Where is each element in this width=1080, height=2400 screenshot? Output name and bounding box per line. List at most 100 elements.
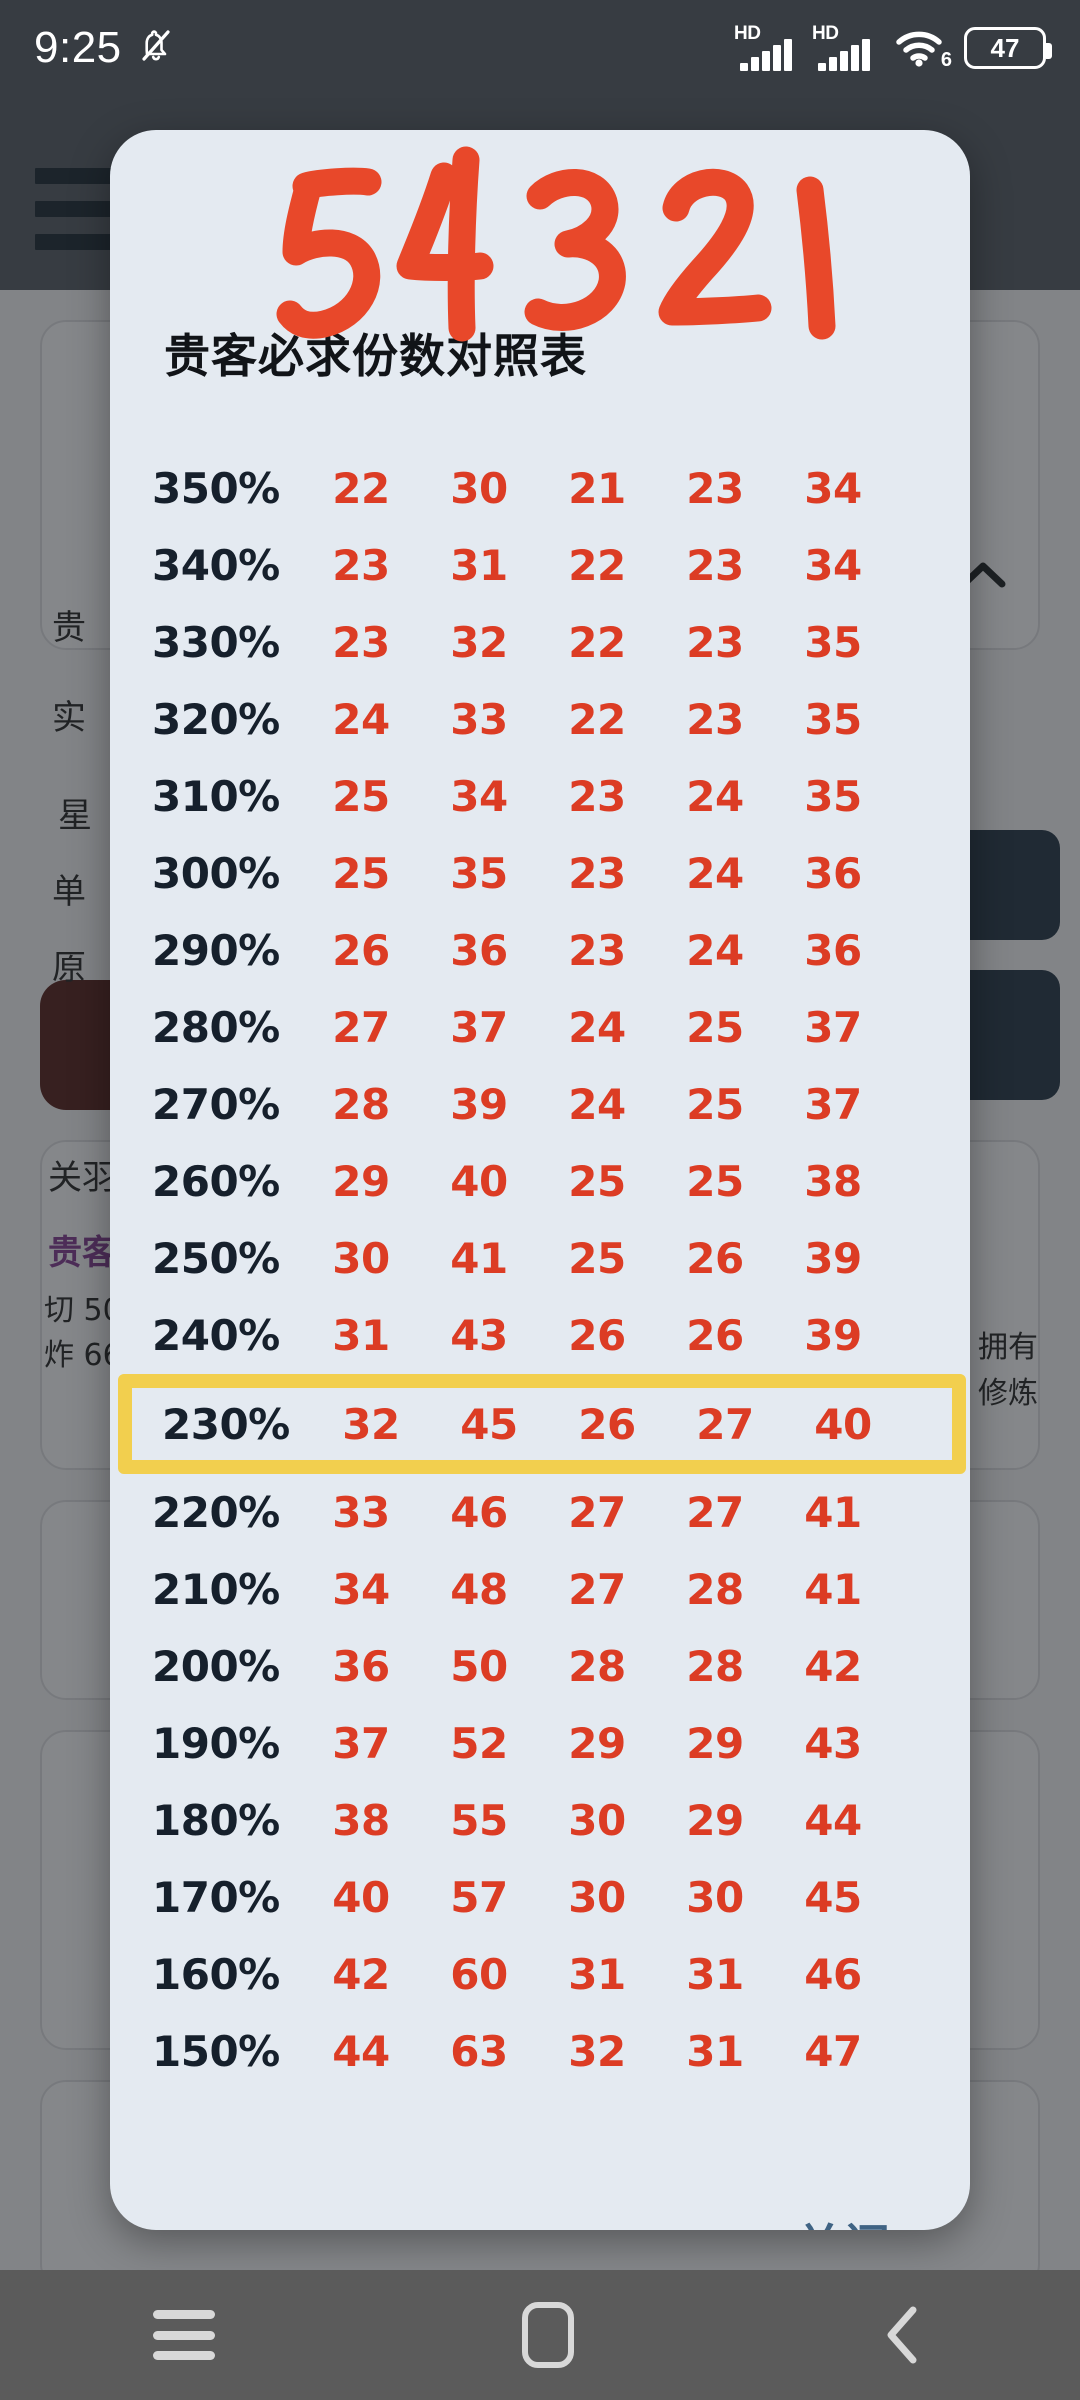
row-value: 21 — [568, 464, 626, 513]
recents-icon[interactable] — [153, 2310, 216, 2360]
row-percent: 180% — [152, 1796, 280, 1845]
table-row[interactable]: 160% 42 60 31 31 46 — [110, 1936, 970, 2013]
table-row[interactable]: 310% 25 34 23 24 35 — [110, 758, 970, 835]
row-percent: 170% — [152, 1873, 280, 1922]
row-value: 29 — [686, 1796, 744, 1845]
wifi-generation-label: 6 — [940, 49, 952, 71]
row-value: 22 — [568, 618, 626, 667]
row-value: 28 — [568, 1642, 626, 1691]
row-value: 27 — [686, 1488, 744, 1537]
row-value: 32 — [568, 2027, 626, 2076]
table-row[interactable]: 270% 28 39 24 25 37 — [110, 1066, 970, 1143]
row-value: 45 — [804, 1873, 862, 1922]
table-row[interactable]: 190% 37 52 29 29 43 — [110, 1705, 970, 1782]
table-row[interactable]: 280% 27 37 24 25 37 — [110, 989, 970, 1066]
row-value: 26 — [568, 1311, 626, 1360]
row-value: 30 — [568, 1796, 626, 1845]
row-value: 29 — [332, 1157, 390, 1206]
table-row[interactable]: 340% 23 31 22 23 34 — [110, 527, 970, 604]
row-value: 26 — [686, 1311, 744, 1360]
table-row[interactable]: 300% 25 35 23 24 36 — [110, 835, 970, 912]
row-percent: 240% — [152, 1311, 280, 1360]
row-value: 25 — [686, 1157, 744, 1206]
row-value: 63 — [450, 2027, 508, 2076]
table-row[interactable]: 330% 23 32 22 23 35 — [110, 604, 970, 681]
row-percent: 210% — [152, 1565, 280, 1614]
row-value: 36 — [450, 926, 508, 975]
battery-level-label: 47 — [990, 33, 1020, 63]
table-row[interactable]: 250% 30 41 25 26 39 — [110, 1220, 970, 1297]
row-value: 34 — [332, 1565, 390, 1614]
row-percent: 270% — [152, 1080, 280, 1129]
wifi-icon: 6 — [894, 27, 952, 71]
table-row[interactable]: 180% 38 55 30 29 44 — [110, 1782, 970, 1859]
row-value: 26 — [332, 926, 390, 975]
row-value: 23 — [568, 772, 626, 821]
row-value: 22 — [568, 541, 626, 590]
comparison-table[interactable]: 350% 22 30 21 23 34 340% 23 31 22 23 34 330% 23 32 22 23… — [110, 450, 970, 2100]
table-row[interactable]: 290% 26 36 23 24 36 — [110, 912, 970, 989]
back-chevron-icon[interactable] — [881, 2304, 927, 2366]
row-value: 40 — [450, 1157, 508, 1206]
table-row[interactable]: 240% 31 43 26 26 39 — [110, 1297, 970, 1374]
row-value: 30 — [450, 464, 508, 513]
row-value: 24 — [332, 695, 390, 744]
row-value: 34 — [804, 541, 862, 590]
signal-strength-sim2-icon: HD — [812, 23, 878, 71]
row-value: 28 — [686, 1642, 744, 1691]
row-value: 41 — [804, 1565, 862, 1614]
row-value: 25 — [686, 1003, 744, 1052]
row-value: 60 — [450, 1950, 508, 1999]
table-row[interactable]: 350% 22 30 21 23 34 — [110, 450, 970, 527]
row-value: 24 — [568, 1003, 626, 1052]
row-value: 29 — [568, 1719, 626, 1768]
row-value: 43 — [804, 1719, 862, 1768]
home-icon[interactable] — [521, 2302, 574, 2368]
row-value: 30 — [686, 1873, 744, 1922]
row-percent: 220% — [152, 1488, 280, 1537]
row-value: 32 — [450, 618, 508, 667]
row-value: 44 — [332, 2027, 390, 2076]
row-value: 52 — [450, 1719, 508, 1768]
row-value: 22 — [332, 464, 390, 513]
row-value: 24 — [568, 1080, 626, 1129]
table-row[interactable]: 230% 32 45 26 27 40 — [118, 1374, 966, 1474]
row-value: 36 — [804, 849, 862, 898]
row-value: 23 — [686, 541, 744, 590]
row-value: 38 — [332, 1796, 390, 1845]
clock: 9:25 — [34, 23, 122, 72]
table-row[interactable]: 140%4666333248 — [110, 2090, 970, 2100]
row-percent: 190% — [152, 1719, 280, 1768]
row-value: 27 — [568, 1488, 626, 1537]
table-row[interactable]: 220% 33 46 27 27 41 — [110, 1474, 970, 1551]
table-row[interactable]: 320% 24 33 22 23 35 — [110, 681, 970, 758]
row-value: 35 — [804, 772, 862, 821]
table-row[interactable]: 150% 44 63 32 31 47 — [110, 2013, 970, 2090]
row-value: 25 — [568, 1157, 626, 1206]
row-value: 48 — [450, 1565, 508, 1614]
row-value: 33 — [450, 695, 508, 744]
row-value: 25 — [332, 772, 390, 821]
row-value: 39 — [450, 1080, 508, 1129]
row-value: 25 — [568, 1234, 626, 1283]
row-value: 42 — [332, 1950, 390, 1999]
status-bar-left: 9:25 — [34, 23, 176, 73]
row-value: 23 — [568, 926, 626, 975]
row-value: 35 — [804, 695, 862, 744]
table-row[interactable]: 210% 34 48 27 28 41 — [110, 1551, 970, 1628]
table-row[interactable]: 260% 29 40 25 25 38 — [110, 1143, 970, 1220]
row-value: 45 — [460, 1399, 518, 1449]
row-percent: 230% — [162, 1399, 290, 1449]
row-value: 31 — [568, 1950, 626, 1999]
table-row[interactable]: 200% 36 50 28 28 42 — [110, 1628, 970, 1705]
bell-muted-icon — [136, 25, 176, 72]
row-value: 40 — [332, 1873, 390, 1922]
row-value: 34 — [804, 464, 862, 513]
close-button[interactable]: 关闭 — [796, 2210, 892, 2230]
table-row[interactable]: 170% 40 57 30 30 45 — [110, 1859, 970, 1936]
row-value: 46 — [450, 1488, 508, 1537]
row-value: 47 — [804, 2027, 862, 2076]
row-value: 36 — [332, 1642, 390, 1691]
row-value: 26 — [686, 1234, 744, 1283]
row-value: 24 — [686, 926, 744, 975]
